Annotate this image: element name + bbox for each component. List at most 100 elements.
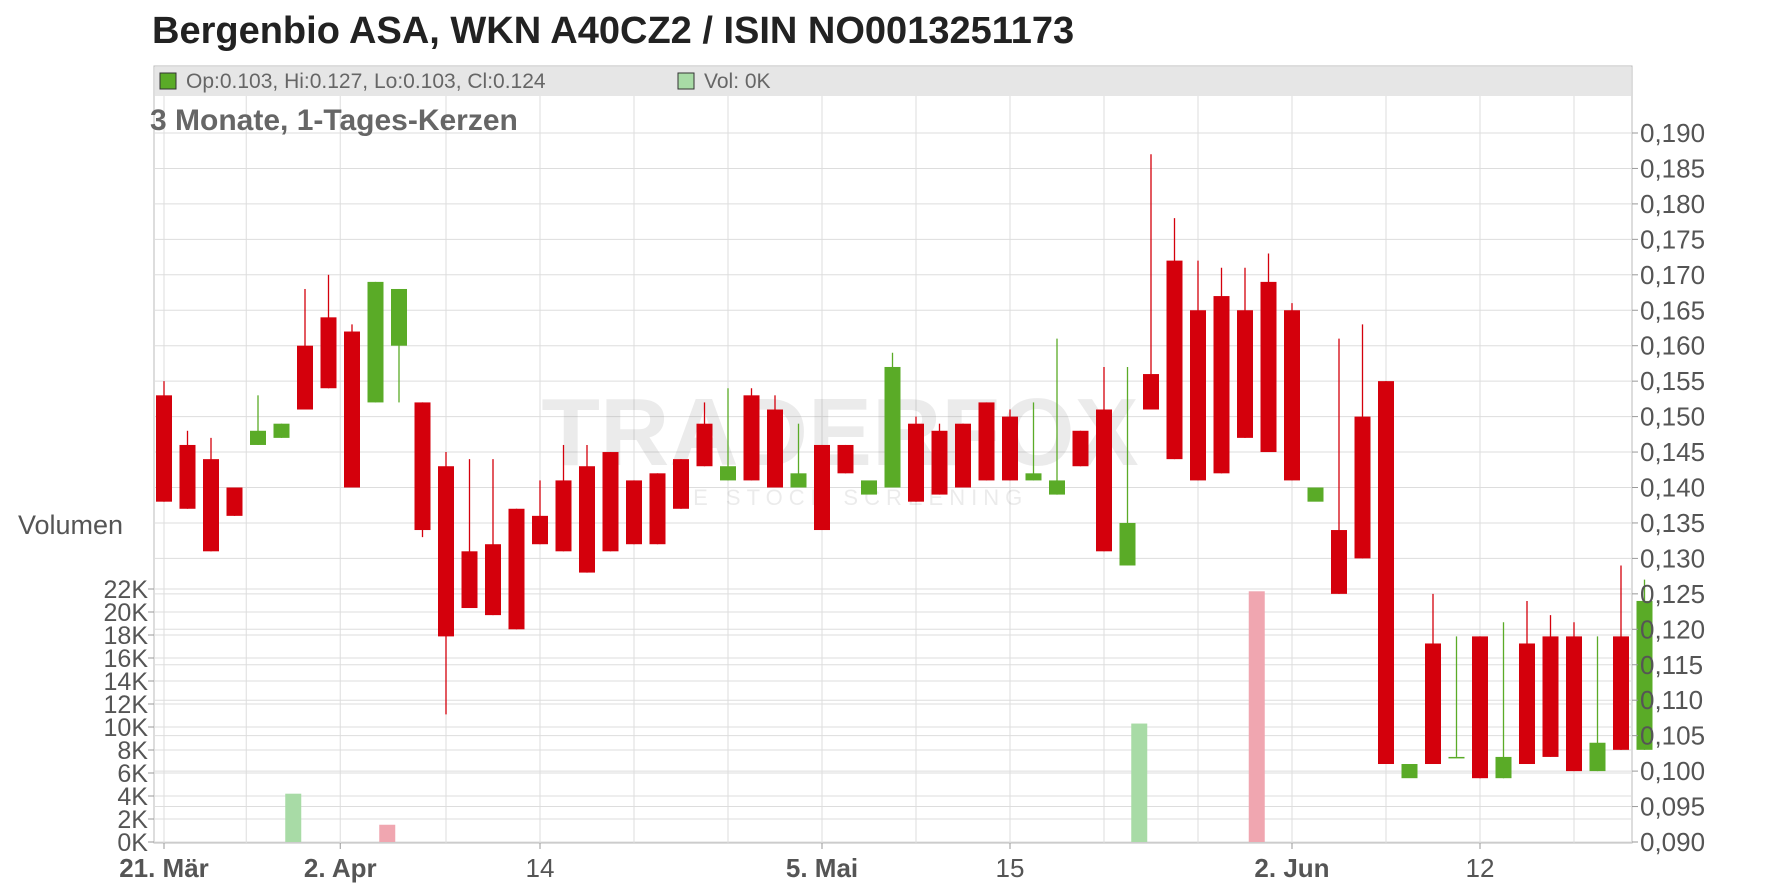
volume-tick-label: 22K — [104, 576, 149, 604]
candle-body — [884, 366, 901, 488]
volume-tick-label: 10K — [104, 714, 149, 742]
price-tick-label: 0,165 — [1640, 295, 1705, 325]
price-tick-label: 0,090 — [1640, 827, 1705, 857]
candle-body — [1425, 643, 1441, 765]
candle-body — [1119, 522, 1136, 566]
price-tick-label: 0,180 — [1640, 189, 1705, 219]
volume-tick-label: 18K — [104, 622, 149, 650]
candle-body — [1331, 530, 1347, 594]
x-tick-label: 21. Mär — [119, 853, 209, 883]
price-tick-label: 0,155 — [1640, 366, 1705, 396]
candle-body — [1378, 381, 1394, 765]
candle-body — [438, 466, 454, 637]
price-tick-label: 0,095 — [1640, 792, 1705, 822]
volume-legend-text: Vol: 0K — [704, 70, 771, 93]
candle-body — [861, 480, 877, 495]
volume-tick-label: 12K — [104, 691, 149, 719]
price-tick-label: 0,125 — [1640, 579, 1705, 609]
volume-bar — [1248, 591, 1265, 842]
candle-body — [673, 459, 689, 509]
candle-body — [391, 288, 407, 346]
volume-bar — [1131, 723, 1148, 842]
candle-body — [1354, 416, 1371, 559]
candle-body — [1613, 636, 1629, 750]
candle-body — [837, 444, 854, 474]
price-tick-label: 0,115 — [1640, 650, 1703, 680]
volume-tick-label: 2K — [117, 806, 148, 834]
candle-body — [1237, 310, 1253, 438]
candle-body — [1049, 480, 1065, 495]
candle-body — [1636, 600, 1653, 750]
candle-body — [767, 409, 783, 488]
x-tick-label: 14 — [526, 853, 555, 883]
candle-body — [532, 515, 548, 545]
watermark-tagline: THE STOCK SCREENING — [652, 485, 1028, 510]
price-tick-label: 0,100 — [1640, 756, 1705, 786]
price-tick-label: 0,145 — [1640, 437, 1705, 467]
candle-body — [1025, 473, 1042, 481]
candle-body — [908, 423, 924, 502]
candle-body — [367, 281, 384, 403]
price-tick-label: 0,190 — [1640, 118, 1705, 148]
candle-body — [508, 508, 525, 630]
ohlc-legend-text: Op:0.103, Hi:0.127, Lo:0.103, Cl:0.124 — [186, 70, 546, 93]
volume-tick-label: 20K — [104, 599, 149, 627]
candle-body — [1566, 636, 1582, 772]
candle-body — [743, 395, 760, 481]
candle-body — [579, 466, 595, 573]
candle-body — [1307, 487, 1324, 502]
candle-body — [720, 466, 736, 481]
candle-body — [414, 402, 431, 531]
candle-body — [485, 544, 501, 616]
x-tick-label: 15 — [996, 853, 1025, 883]
candle-body — [203, 459, 219, 552]
volume-axis-title: Volumen — [18, 510, 123, 540]
price-tick-label: 0,170 — [1640, 260, 1705, 290]
x-tick-label: 12 — [1466, 853, 1495, 883]
volume-tick-label: 6K — [117, 760, 148, 788]
volume-tick-label: 0K — [117, 829, 148, 857]
candle-body — [1472, 636, 1488, 779]
legend-bar: Op:0.103, Hi:0.127, Lo:0.103, Cl:0.124 3 … — [150, 67, 1631, 137]
candle-body — [1260, 281, 1277, 453]
volume-bar — [285, 793, 302, 842]
candle-body — [931, 430, 948, 495]
chart-title: Bergenbio ASA, WKN A40CZ2 / ISIN NO00132… — [152, 10, 1075, 52]
price-tick-label: 0,140 — [1640, 473, 1705, 503]
candle-body — [320, 317, 337, 389]
volume-legend-swatch — [677, 72, 695, 90]
candle-body — [1284, 310, 1300, 481]
candle-body — [1143, 374, 1159, 410]
volume-bars — [285, 591, 1265, 842]
candle-body — [555, 480, 572, 552]
price-tick-label: 0,160 — [1640, 331, 1705, 361]
candle-body — [1213, 296, 1230, 474]
candles — [156, 154, 1653, 779]
ohlc-legend-swatch — [159, 72, 177, 90]
candle-body — [344, 331, 360, 488]
candle-body — [814, 444, 830, 531]
candle-body — [955, 423, 971, 488]
x-tick-label: 2. Apr — [304, 853, 377, 883]
candle-body — [250, 430, 266, 445]
candle-body — [1166, 260, 1183, 460]
candle-body — [273, 423, 290, 438]
volume-tick-label: 16K — [104, 645, 149, 673]
candle-body — [156, 395, 172, 502]
x-tick-label: 2. Jun — [1254, 853, 1329, 883]
axes: 0,090 0,095 0,100 0,105 0,110 0,115 0,120 0,125… — [18, 118, 1705, 883]
candle-body — [1589, 742, 1606, 772]
price-tick-label: 0,120 — [1640, 614, 1705, 644]
candle-body — [1002, 416, 1018, 481]
x-tick-label: 5. Mai — [786, 853, 858, 883]
candle-body — [626, 480, 642, 545]
candle-body — [1072, 430, 1089, 467]
price-tick-label: 0,105 — [1640, 721, 1705, 751]
candle-body — [978, 402, 995, 481]
candle-body — [461, 551, 478, 609]
candle-body — [1096, 409, 1112, 552]
candle-body — [179, 444, 196, 509]
price-tick-label: 0,150 — [1640, 402, 1705, 432]
candle-body — [226, 487, 243, 516]
